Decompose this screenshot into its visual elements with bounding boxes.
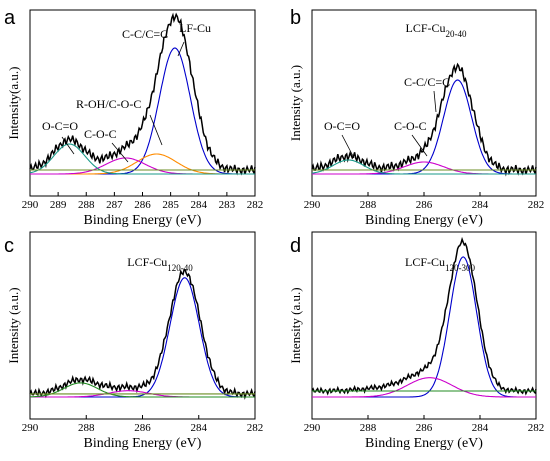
x-tick-label: 286 (416, 422, 433, 434)
x-tick-label: 283 (219, 199, 236, 211)
annotation-arrow (177, 41, 185, 57)
x-tick-label: 286 (134, 422, 151, 434)
panel-title-main: LCF-Cu (127, 255, 167, 269)
y-axis-label: Intensity (a.u.) (288, 65, 303, 141)
x-axis-label: Binding Energy (eV) (365, 436, 483, 451)
series-line-3 (30, 382, 255, 398)
annotation-arrow (149, 114, 163, 146)
x-tick-label: 284 (472, 422, 489, 434)
series-line-0 (29, 12, 256, 176)
annotation-arrow (61, 136, 75, 155)
x-tick-label: 285 (162, 199, 179, 211)
panel-a: 290 289 288 287 286 285 284 283 282 Binding Energ… (4, 7, 263, 228)
x-tick-label: 284 (472, 199, 489, 211)
x-tick-label: 282 (528, 199, 545, 211)
panel-title-subscript: 120-40 (167, 263, 193, 273)
annotation-arrow (111, 142, 129, 163)
x-axis-label: Binding Energy (eV) (365, 213, 483, 228)
series-line-0 (29, 268, 256, 400)
x-tick-label: 288 (360, 422, 377, 434)
y-axis-label: Intensity (a.u.) (6, 287, 21, 363)
peak-annotation: C-C/C=C (122, 27, 168, 41)
peak-annotation: C-O-C (394, 119, 427, 133)
x-tick-label: 286 (134, 199, 151, 211)
panel-title: LCF-Cu120-40 (127, 255, 193, 273)
panel-title-subscript: 20-40 (446, 29, 467, 39)
x-tick-label: 282 (247, 422, 264, 434)
series-line-0 (311, 236, 537, 396)
annotation-arrow (433, 90, 437, 113)
panel-title: LF-Cu (179, 21, 211, 35)
panel-letter: a (4, 7, 16, 29)
panel-letter: b (290, 7, 301, 29)
x-tick-label: 282 (247, 199, 264, 211)
peak-annotation: C-C/C=C (404, 75, 450, 89)
peak-annotation: R-OH/C-O-C (76, 97, 141, 111)
peak-annotation: O-C=O (324, 119, 360, 133)
series-line-1 (30, 277, 255, 398)
panel-title: LCF-Cu20-40 (405, 21, 467, 39)
series-line-2 (30, 153, 255, 175)
x-tick-label: 288 (360, 199, 377, 211)
panel-d: 290 288 286 284 282 Binding Energy (eV) Intens… (288, 231, 545, 451)
x-tick-label: 290 (22, 199, 39, 211)
x-tick-label: 288 (78, 422, 95, 434)
panel-letter: d (290, 235, 301, 257)
x-tick-label: 284 (191, 422, 208, 434)
panel-c: 290 288 286 284 282 Binding Energy (eV) Intens… (4, 231, 264, 451)
panel-b: 290 288 286 284 282 Binding Energy (eV) Intens… (288, 7, 544, 228)
series-line-0 (311, 62, 537, 177)
x-tick-label: 290 (22, 422, 39, 434)
panel-title-main: LF-Cu (179, 21, 211, 35)
series-line-2 (312, 377, 536, 398)
panel-title: LCF-Cu120-300 (405, 255, 476, 273)
annotation-arrow (411, 134, 428, 157)
panel-title-main: LCF-Cu (405, 255, 445, 269)
panel-title-subscript: 120-300 (445, 263, 475, 273)
x-tick-label: 289 (50, 199, 67, 211)
x-tick-label: 290 (304, 199, 321, 211)
x-tick-label: 288 (78, 199, 95, 211)
panel-letter: c (4, 235, 14, 257)
y-axis-label: Intensity (a.u.) (288, 287, 303, 363)
peak-annotation: O-C=O (42, 119, 78, 133)
series-line-1 (30, 47, 255, 175)
x-tick-label: 282 (528, 422, 545, 434)
peak-annotation: C-O-C (84, 127, 117, 141)
series-line-1 (312, 256, 536, 398)
panel-title-main: LCF-Cu (405, 21, 445, 35)
x-tick-label: 284 (191, 199, 208, 211)
x-axis-label: Binding Energy (eV) (84, 436, 202, 451)
x-tick-label: 290 (304, 422, 321, 434)
series-line-3 (311, 159, 536, 175)
x-tick-label: 287 (106, 199, 123, 211)
annotation-arrow (341, 134, 355, 159)
x-axis-label: Binding Energy (eV) (84, 213, 202, 228)
y-axis-label: Intensity(a.u.) (6, 67, 21, 140)
x-tick-label: 286 (416, 199, 433, 211)
